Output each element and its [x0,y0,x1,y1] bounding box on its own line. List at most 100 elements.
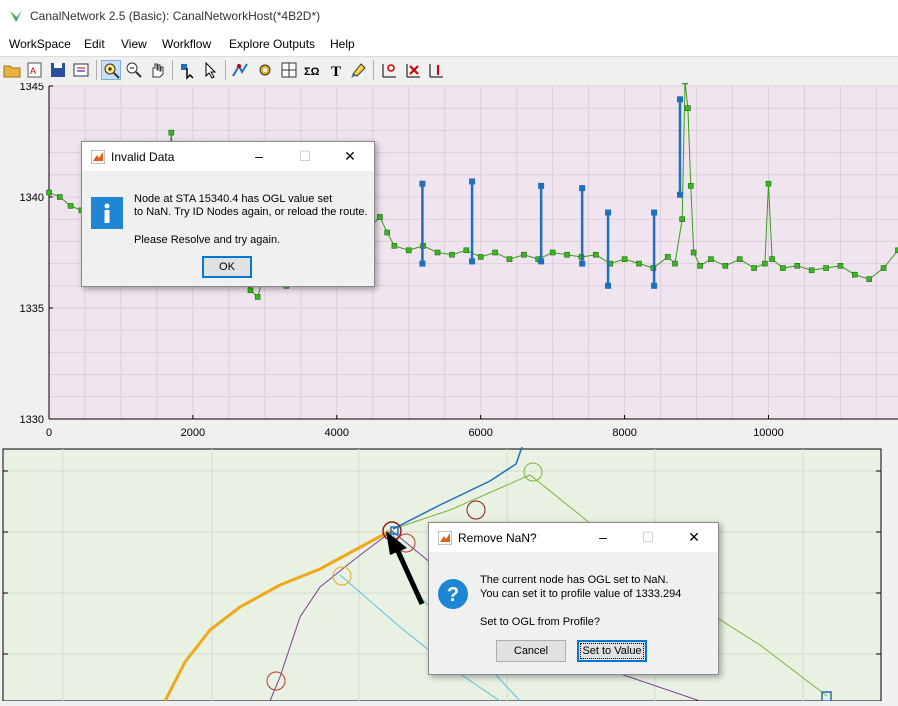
green-profile-point[interactable] [672,261,677,266]
green-profile-point[interactable] [435,250,440,255]
green-profile-point[interactable] [698,263,703,268]
blue-stem-top-point[interactable] [469,178,475,184]
new-project-icon[interactable]: A [25,60,45,80]
menu-help[interactable]: Help [330,37,355,51]
set-to-value-button[interactable]: Set to Value [577,640,647,662]
green-profile-point[interactable] [593,252,598,257]
green-profile-point[interactable] [507,257,512,262]
select-arrow-icon[interactable] [200,60,220,80]
blue-stem-bottom-point[interactable] [579,261,585,267]
green-profile-point[interactable] [665,254,670,259]
green-profile-point[interactable] [521,252,526,257]
blue-stem-bottom-point[interactable] [651,283,657,289]
green-profile-point[interactable] [385,230,390,235]
blue-stem-top-point[interactable] [579,185,585,191]
green-profile-point[interactable] [780,266,785,271]
green-profile-point[interactable] [57,195,62,200]
select-nodes-icon[interactable] [177,60,197,80]
green-profile-point[interactable] [464,248,469,253]
gear-network-icon[interactable] [255,60,275,80]
green-profile-point[interactable] [255,294,260,299]
green-profile-point[interactable] [752,266,757,271]
blue-stem-top-point[interactable] [651,210,657,216]
blue-stem-top-point[interactable] [605,210,611,216]
green-profile-point[interactable] [449,252,454,257]
green-profile-point[interactable] [680,217,685,222]
blue-stem-bottom-point[interactable] [469,258,475,264]
green-profile-point[interactable] [565,252,570,257]
window-title: CanalNetwork 2.5 (Basic): CanalNetworkHo… [30,9,320,23]
dialog-message-line1: The current node has OGL set to NaN. [480,573,669,587]
green-profile-point[interactable] [809,268,814,273]
cancel-button[interactable]: Cancel [496,640,566,662]
menu-workflow[interactable]: Workflow [162,37,211,51]
blue-stem-top-point[interactable] [677,96,683,102]
green-profile-point[interactable] [636,261,641,266]
dialog-message-line2: to NaN. Try ID Nodes again, or reload th… [134,205,368,219]
paint-tool-icon[interactable] [349,60,369,80]
green-profile-point[interactable] [766,181,771,186]
green-profile-point[interactable] [493,250,498,255]
green-profile-point[interactable] [723,263,728,268]
menu-view[interactable]: View [121,37,147,51]
green-profile-point[interactable] [867,277,872,282]
profile-marker-icon[interactable] [426,60,446,80]
blue-stem-bottom-point[interactable] [677,192,683,198]
close-button[interactable]: ✕ [340,146,360,166]
dialog-message-line3: Set to OGL from Profile? [480,615,600,629]
green-profile-point[interactable] [377,214,382,219]
blue-stem-top-point[interactable] [419,181,425,187]
green-profile-point[interactable] [406,248,411,253]
green-profile-point[interactable] [881,266,886,271]
green-profile-point[interactable] [392,243,397,248]
green-profile-point[interactable] [683,83,688,84]
green-profile-point[interactable] [795,263,800,268]
route-icon[interactable] [230,60,250,80]
menu-explore-outputs[interactable]: Explore Outputs [229,37,315,51]
blue-stem-bottom-point[interactable] [419,261,425,267]
green-profile-point[interactable] [478,254,483,259]
zoom-out-icon[interactable] [124,60,144,80]
green-profile-point[interactable] [770,257,775,262]
x-tick-label: 4000 [325,427,349,439]
green-profile-point[interactable] [550,250,555,255]
app-logo-icon [8,8,24,24]
green-profile-point[interactable] [622,257,627,262]
green-profile-point[interactable] [737,257,742,262]
green-profile-point[interactable] [762,261,767,266]
green-profile-point[interactable] [47,190,52,195]
marker-tool-icon[interactable] [379,60,399,80]
save-icon[interactable] [48,60,68,80]
zoom-in-icon[interactable] [101,60,121,80]
minimize-button[interactable]: – [249,146,269,166]
green-profile-point[interactable] [248,288,253,293]
open-folder-icon[interactable] [2,60,22,80]
green-profile-point[interactable] [169,130,174,135]
remove-marker-icon[interactable] [403,60,423,80]
list-icon[interactable] [71,60,91,80]
menu-edit[interactable]: Edit [84,37,105,51]
green-profile-point[interactable] [708,257,713,262]
blue-stem-bottom-point[interactable] [538,258,544,264]
green-profile-point[interactable] [824,266,829,271]
minimize-button[interactable]: – [593,527,613,547]
green-profile-point[interactable] [838,263,843,268]
menu-workspace[interactable]: WorkSpace [9,37,71,51]
blue-stem-bottom-point[interactable] [605,283,611,289]
green-profile-point[interactable] [685,106,690,111]
sigma-icon[interactable]: ΣΩ [302,60,322,80]
x-tick-label: 10000 [753,427,784,439]
dialog-title-bar: Invalid Data – ☐ ✕ [82,142,374,171]
green-profile-point[interactable] [68,203,73,208]
green-profile-point[interactable] [688,183,693,188]
ok-button[interactable]: OK [202,256,252,278]
grid-table-icon[interactable] [279,60,299,80]
close-button[interactable]: ✕ [684,527,704,547]
pan-hand-icon[interactable] [147,60,167,80]
green-profile-point[interactable] [852,272,857,277]
blue-stem-top-point[interactable] [538,183,544,189]
text-tool-icon[interactable]: T [326,60,346,80]
green-profile-point[interactable] [691,250,696,255]
svg-text:?: ? [447,584,459,606]
y-tick-label: 1335 [20,303,44,315]
